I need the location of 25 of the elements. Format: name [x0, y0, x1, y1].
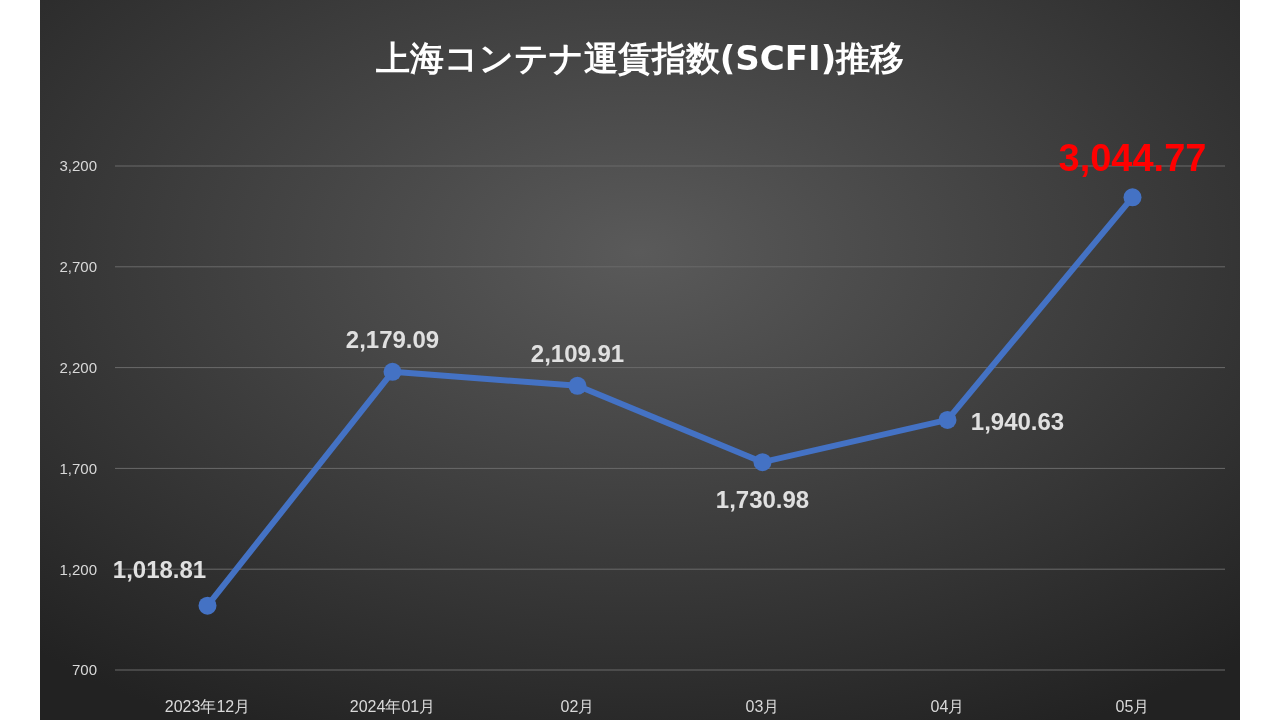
x-tick-label: 2023年12月 [164, 698, 251, 716]
y-tick-label: 1,700 [59, 459, 97, 477]
x-tick-label: 05月 [1115, 698, 1150, 716]
data-label: 2,179.09 [345, 325, 440, 353]
x-tick-label: 03月 [745, 698, 780, 716]
data-label: 1,730.98 [715, 486, 810, 514]
data-label: 1,018.81 [112, 555, 207, 583]
y-tick-label: 3,200 [59, 157, 97, 175]
x-tick-label: 04月 [930, 698, 965, 716]
y-tick-label: 700 [71, 661, 97, 679]
point [938, 410, 957, 429]
y-tick-label: 2,700 [59, 258, 97, 276]
point [198, 596, 217, 615]
x-tick-label: 02月 [560, 698, 595, 716]
y-tick-label: 1,200 [59, 560, 97, 578]
x-tick-label: 2024年01月 [349, 698, 436, 716]
data-label: 1,940.63 [970, 407, 1065, 435]
annotation: 3,044.77 [1058, 137, 1207, 180]
y-tick-label: 2,200 [59, 358, 97, 376]
point [568, 376, 587, 395]
point [1123, 188, 1142, 207]
data-label: 2,109.91 [530, 339, 625, 367]
point [753, 453, 772, 472]
chart-title: 上海コンテナ運賃指数(SCFI)推移 [374, 38, 905, 78]
point [383, 362, 402, 381]
